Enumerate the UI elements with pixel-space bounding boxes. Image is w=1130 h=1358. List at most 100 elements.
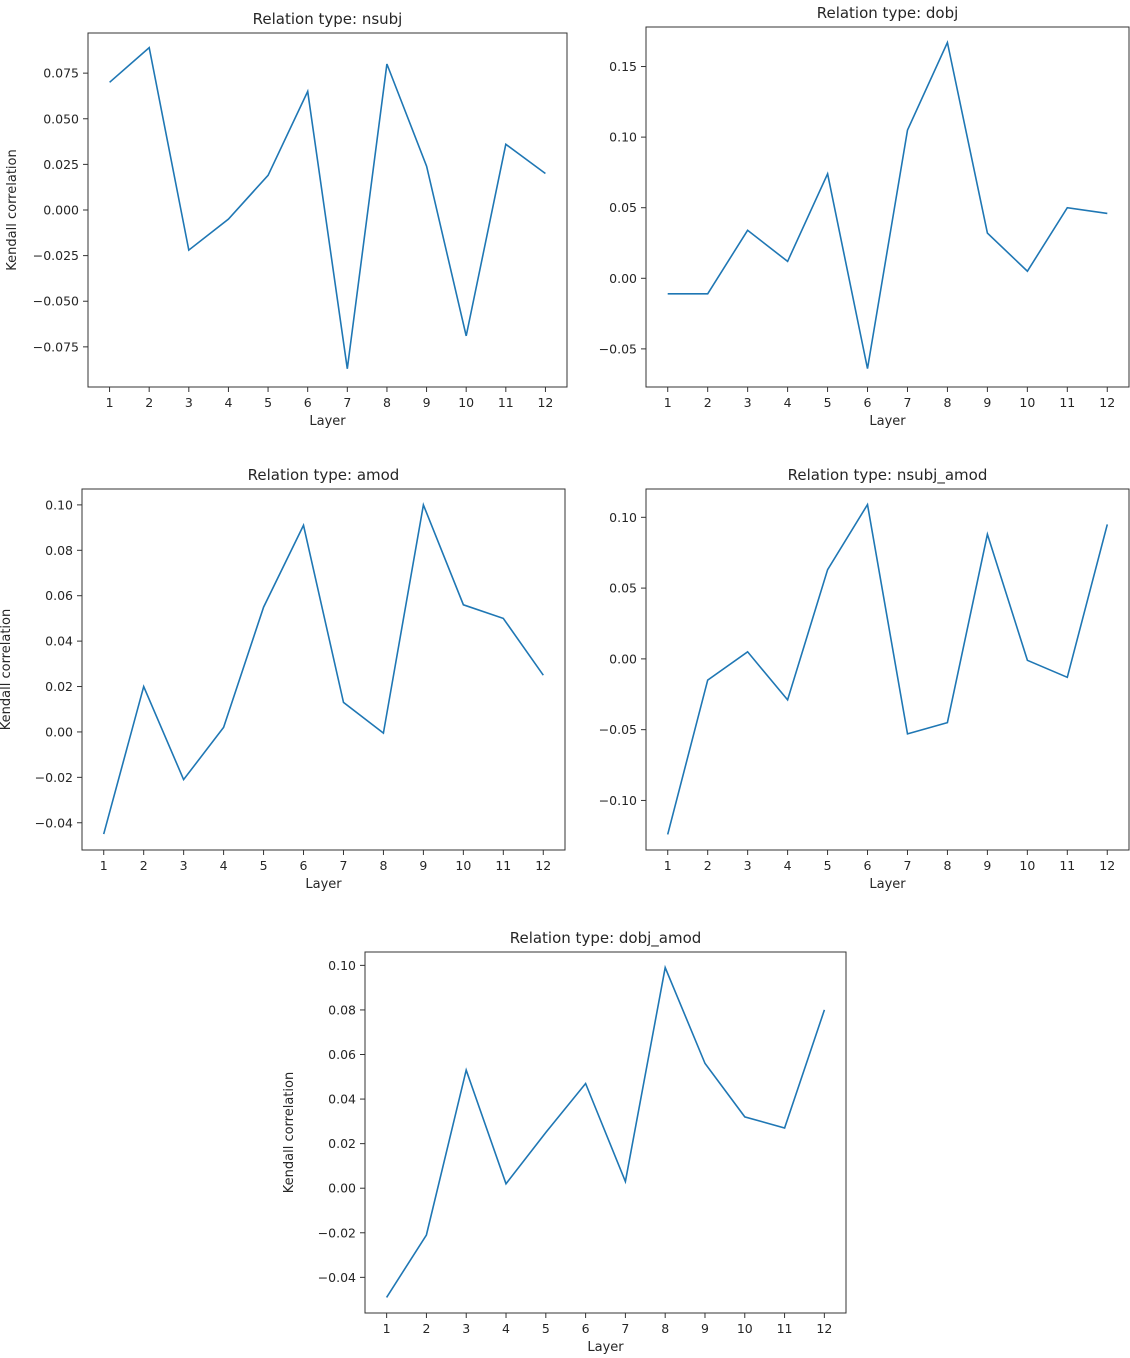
chart-title: Relation type: amod [248,466,400,484]
y-tick-label: 0.04 [328,1092,356,1107]
x-tick-label: 8 [661,1321,669,1336]
x-tick-label: 9 [419,858,427,873]
x-tick-label: 11 [1059,858,1075,873]
data-point [385,1296,387,1298]
y-tick-label: −0.05 [599,722,637,737]
data-point [142,685,144,687]
plot-frame [81,488,566,851]
data-point [826,173,828,175]
x-tick-label: 8 [943,395,951,410]
x-tick-label: 5 [542,1321,550,1336]
data-point [342,701,344,703]
x-tick-label: 3 [744,858,752,873]
data-point [422,504,424,506]
x-tick-label: 4 [784,858,792,873]
x-tick-label: 8 [943,858,951,873]
data-point [786,699,788,701]
data-point [826,568,828,570]
x-axis-label: Layer [869,877,906,892]
x-tick-label: 5 [264,395,272,410]
data-point [462,604,464,606]
y-tick-label: 0.06 [45,588,73,603]
y-tick-label: 0.000 [43,203,79,218]
data-point [545,1131,547,1133]
data-point [182,778,184,780]
data-point [746,651,748,653]
y-tick-label: 0.10 [45,497,73,512]
data-point [986,533,988,535]
x-tick-label: 3 [185,395,193,410]
y-tick-label: −0.04 [318,1270,356,1285]
x-tick-label: 2 [140,858,148,873]
data-point [465,1069,467,1071]
x-tick-label: 9 [423,395,431,410]
x-tick-label: 3 [462,1321,470,1336]
x-tick-label: 7 [904,858,912,873]
data-point [306,90,308,92]
y-tick-label: −0.075 [33,339,79,354]
x-tick-label: 1 [100,858,108,873]
data-point [108,81,110,83]
x-tick-label: 6 [864,858,872,873]
y-tick-label: 0.00 [45,724,73,739]
x-tick-label: 12 [816,1321,832,1336]
data-point [783,1127,785,1129]
y-tick-label: −0.10 [599,793,637,808]
data-point [667,833,669,835]
data-point [502,617,504,619]
data-point [382,732,384,734]
y-tick-label: 0.00 [609,271,637,286]
x-tick-label: 10 [1019,858,1035,873]
data-point [906,733,908,735]
x-tick-label: 5 [260,858,268,873]
y-tick-label: 0.025 [43,157,79,172]
data-point [786,260,788,262]
data-point [744,1116,746,1118]
data-point [866,367,868,369]
plot-frame [364,951,847,1314]
x-tick-label: 3 [180,858,188,873]
x-tick-label: 8 [383,395,391,410]
x-tick-label: 7 [904,395,912,410]
series-line [102,501,544,835]
data-point [1066,676,1068,678]
plot-frame [645,488,1130,851]
data-point [706,679,708,681]
data-point [624,1180,626,1182]
y-tick-label: 0.00 [609,651,637,666]
data-point [505,1183,507,1185]
x-tick-label: 9 [983,858,991,873]
data-point [302,524,304,526]
y-tick-label: 0.10 [609,510,637,525]
x-tick-label: 2 [704,395,712,410]
series-line [385,964,826,1298]
data-point [425,1234,427,1236]
x-axis-label: Layer [869,414,906,429]
x-tick-label: 11 [495,858,511,873]
data-point [1106,212,1108,214]
y-tick-label: −0.050 [33,294,79,309]
x-tick-label: 5 [824,858,832,873]
x-tick-label: 9 [701,1321,709,1336]
data-point [664,966,666,968]
chart-title: Relation type: dobj [817,4,959,22]
chart-title: Relation type: nsubj_amod [788,466,988,485]
x-tick-label: 9 [983,395,991,410]
x-tick-label: 1 [664,395,672,410]
data-point [584,1082,586,1084]
x-tick-label: 11 [498,395,514,410]
data-point [667,293,669,295]
chart-title: Relation type: nsubj [253,10,403,28]
data-point [103,833,105,835]
x-tick-label: 12 [1099,395,1115,410]
y-tick-label: 0.05 [609,581,637,596]
x-tick-label: 4 [224,395,232,410]
data-point [425,165,427,167]
x-axis-label: Layer [305,877,342,892]
data-point [465,335,467,337]
